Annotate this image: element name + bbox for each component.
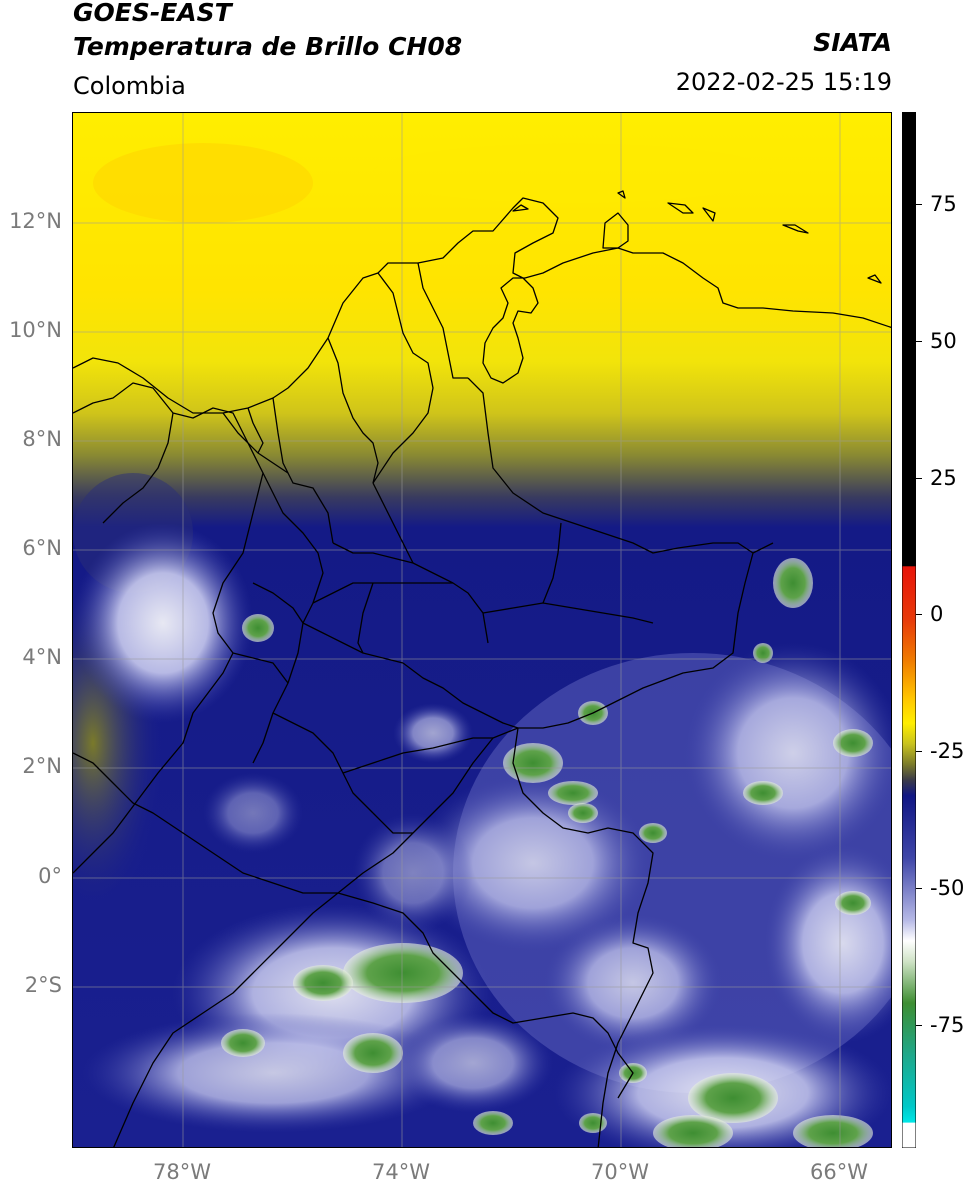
lon-label-74w: 74°W (372, 1160, 430, 1184)
lon-label-78w: 78°W (153, 1160, 211, 1184)
satellite-title: GOES-EAST (73, 0, 232, 27)
cbar-label-neg75: -75 (930, 1013, 965, 1037)
cbar-label-neg50: -50 (930, 876, 965, 900)
lat-label-8n: 8°N (22, 427, 62, 451)
lat-label-6n: 6°N (22, 536, 62, 560)
borders (73, 190, 891, 1147)
cbar-tick (916, 614, 922, 615)
product-title: Temperatura de Brillo CH08 (73, 32, 463, 61)
cbar-label-25: 25 (930, 466, 957, 490)
brand-label: SIATA (813, 28, 892, 57)
cbar-tick (916, 341, 922, 342)
lat-label-12n: 12°N (9, 209, 62, 233)
lat-label-10n: 10°N (9, 318, 62, 342)
cbar-tick (916, 1025, 922, 1026)
lat-label-2n: 2°N (22, 754, 62, 778)
satellite-map (72, 112, 892, 1148)
lon-label-66w: 66°W (810, 1160, 868, 1184)
cbar-label-50: 50 (930, 329, 957, 353)
lat-label-2s: 2°S (24, 973, 62, 997)
map-image (73, 113, 891, 1147)
title-block: GOES-EAST Temperatura de Brillo CH08 Col… (73, 0, 462, 102)
cbar-label-75: 75 (930, 192, 957, 216)
datetime-label: 2022-02-25 15:19 (675, 68, 892, 96)
lat-label-4n: 4°N (22, 645, 62, 669)
cbar-tick (916, 751, 922, 752)
title-right-block: SIATA 2022-02-25 15:19 (676, 26, 892, 98)
graticule (73, 113, 891, 1147)
cbar-tick (916, 888, 922, 889)
cbar-label-0: 0 (930, 602, 944, 626)
lat-label-0: 0° (38, 864, 62, 888)
cbar-label-neg25: -25 (930, 739, 965, 763)
region-label: Colombia (73, 72, 186, 100)
cbar-tick (916, 204, 922, 205)
lon-label-70w: 70°W (591, 1160, 649, 1184)
cbar-tick (916, 478, 922, 479)
colorbar (902, 112, 916, 1148)
colorbar-scale (902, 112, 916, 1148)
